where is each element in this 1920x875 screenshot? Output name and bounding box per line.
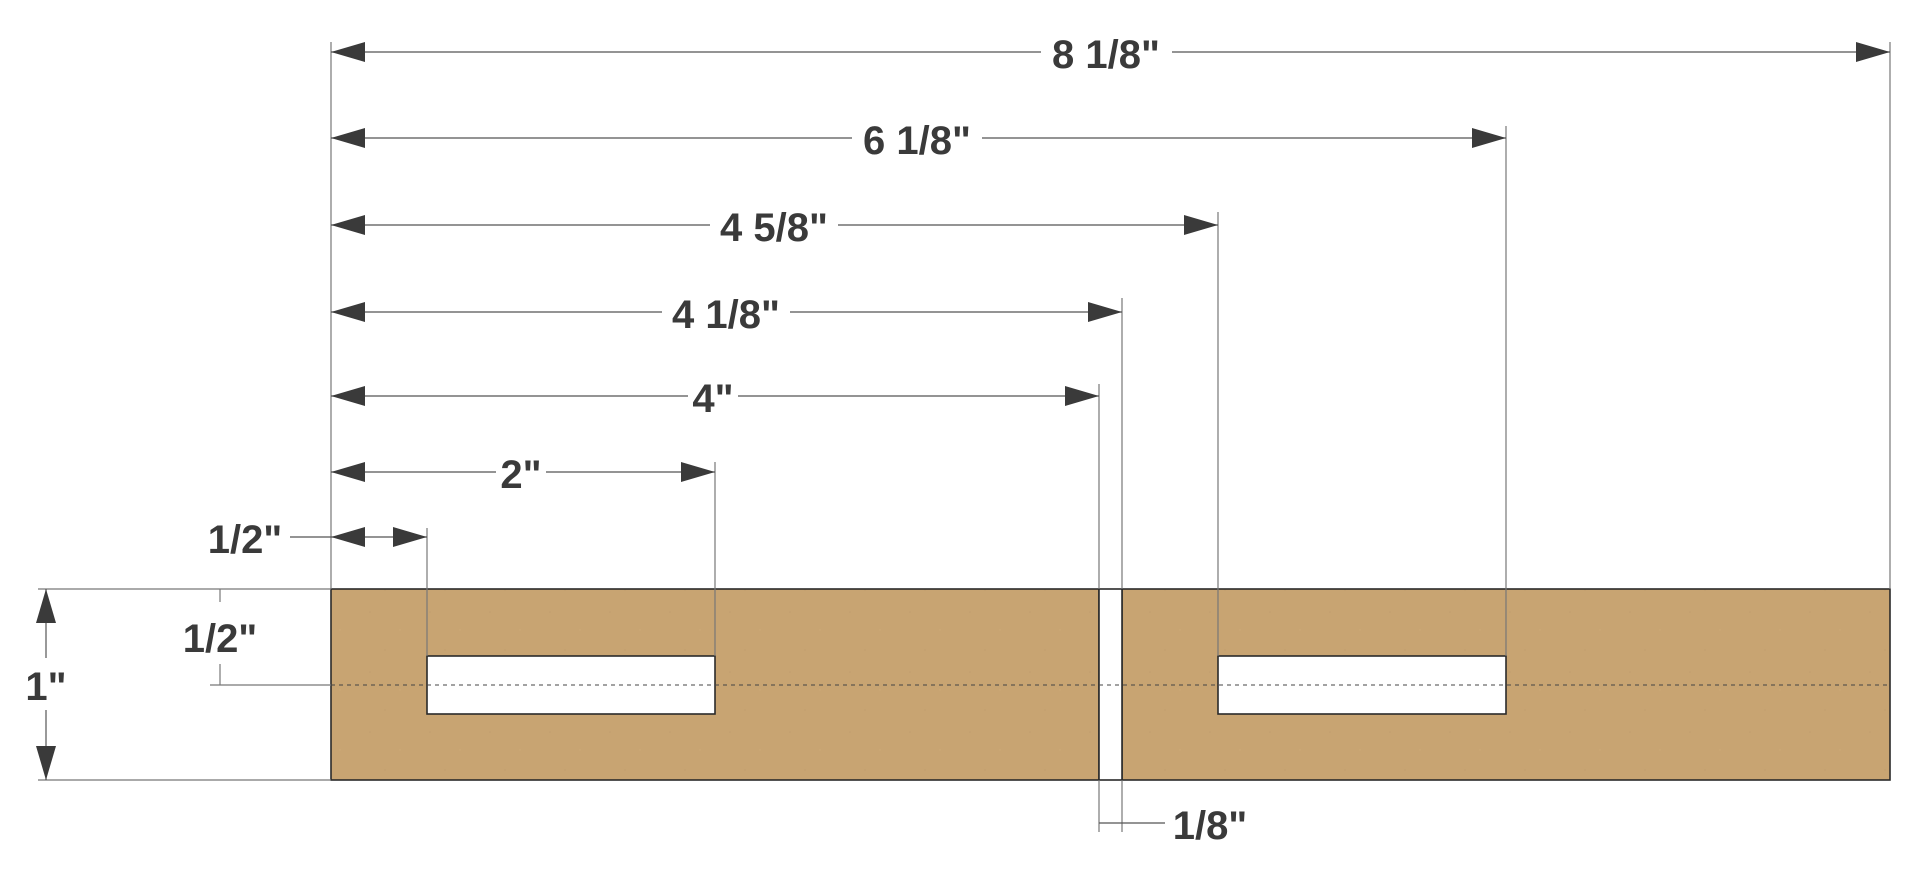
dim-slot-center: 1/2": [183, 617, 258, 661]
dim-slot2-end: 6 1/8": [331, 119, 1506, 163]
label-slot2-end: 6 1/8": [863, 119, 971, 163]
label-overall-length: 8 1/8": [1052, 33, 1160, 77]
dim-height: 1": [25, 589, 67, 780]
label-slot1-start: 1/2": [208, 518, 283, 562]
dim-slot1-start: 1/2": [208, 518, 427, 562]
slot-right: [1217, 655, 1507, 715]
dim-cut-end: 4 1/8": [331, 293, 1122, 337]
label-slot2-start: 4 5/8": [720, 206, 828, 250]
dim-cut-start: 4": [331, 377, 1099, 421]
label-cut-width: 1/8": [1173, 804, 1248, 848]
dim-slot2-start: 4 5/8": [331, 206, 1218, 250]
dim-slot1-end: 2": [331, 453, 715, 497]
label-slot1-end: 2": [500, 453, 541, 497]
label-height: 1": [25, 665, 66, 709]
extension-lines: [38, 42, 1891, 832]
board: [330, 588, 1891, 781]
label-cut-end: 4 1/8": [672, 293, 780, 337]
label-slot-center: 1/2": [183, 617, 258, 661]
dim-overall-length: 8 1/8": [331, 33, 1890, 77]
dim-cut-width: 1/8": [1099, 804, 1247, 848]
label-cut-start: 4": [692, 377, 733, 421]
